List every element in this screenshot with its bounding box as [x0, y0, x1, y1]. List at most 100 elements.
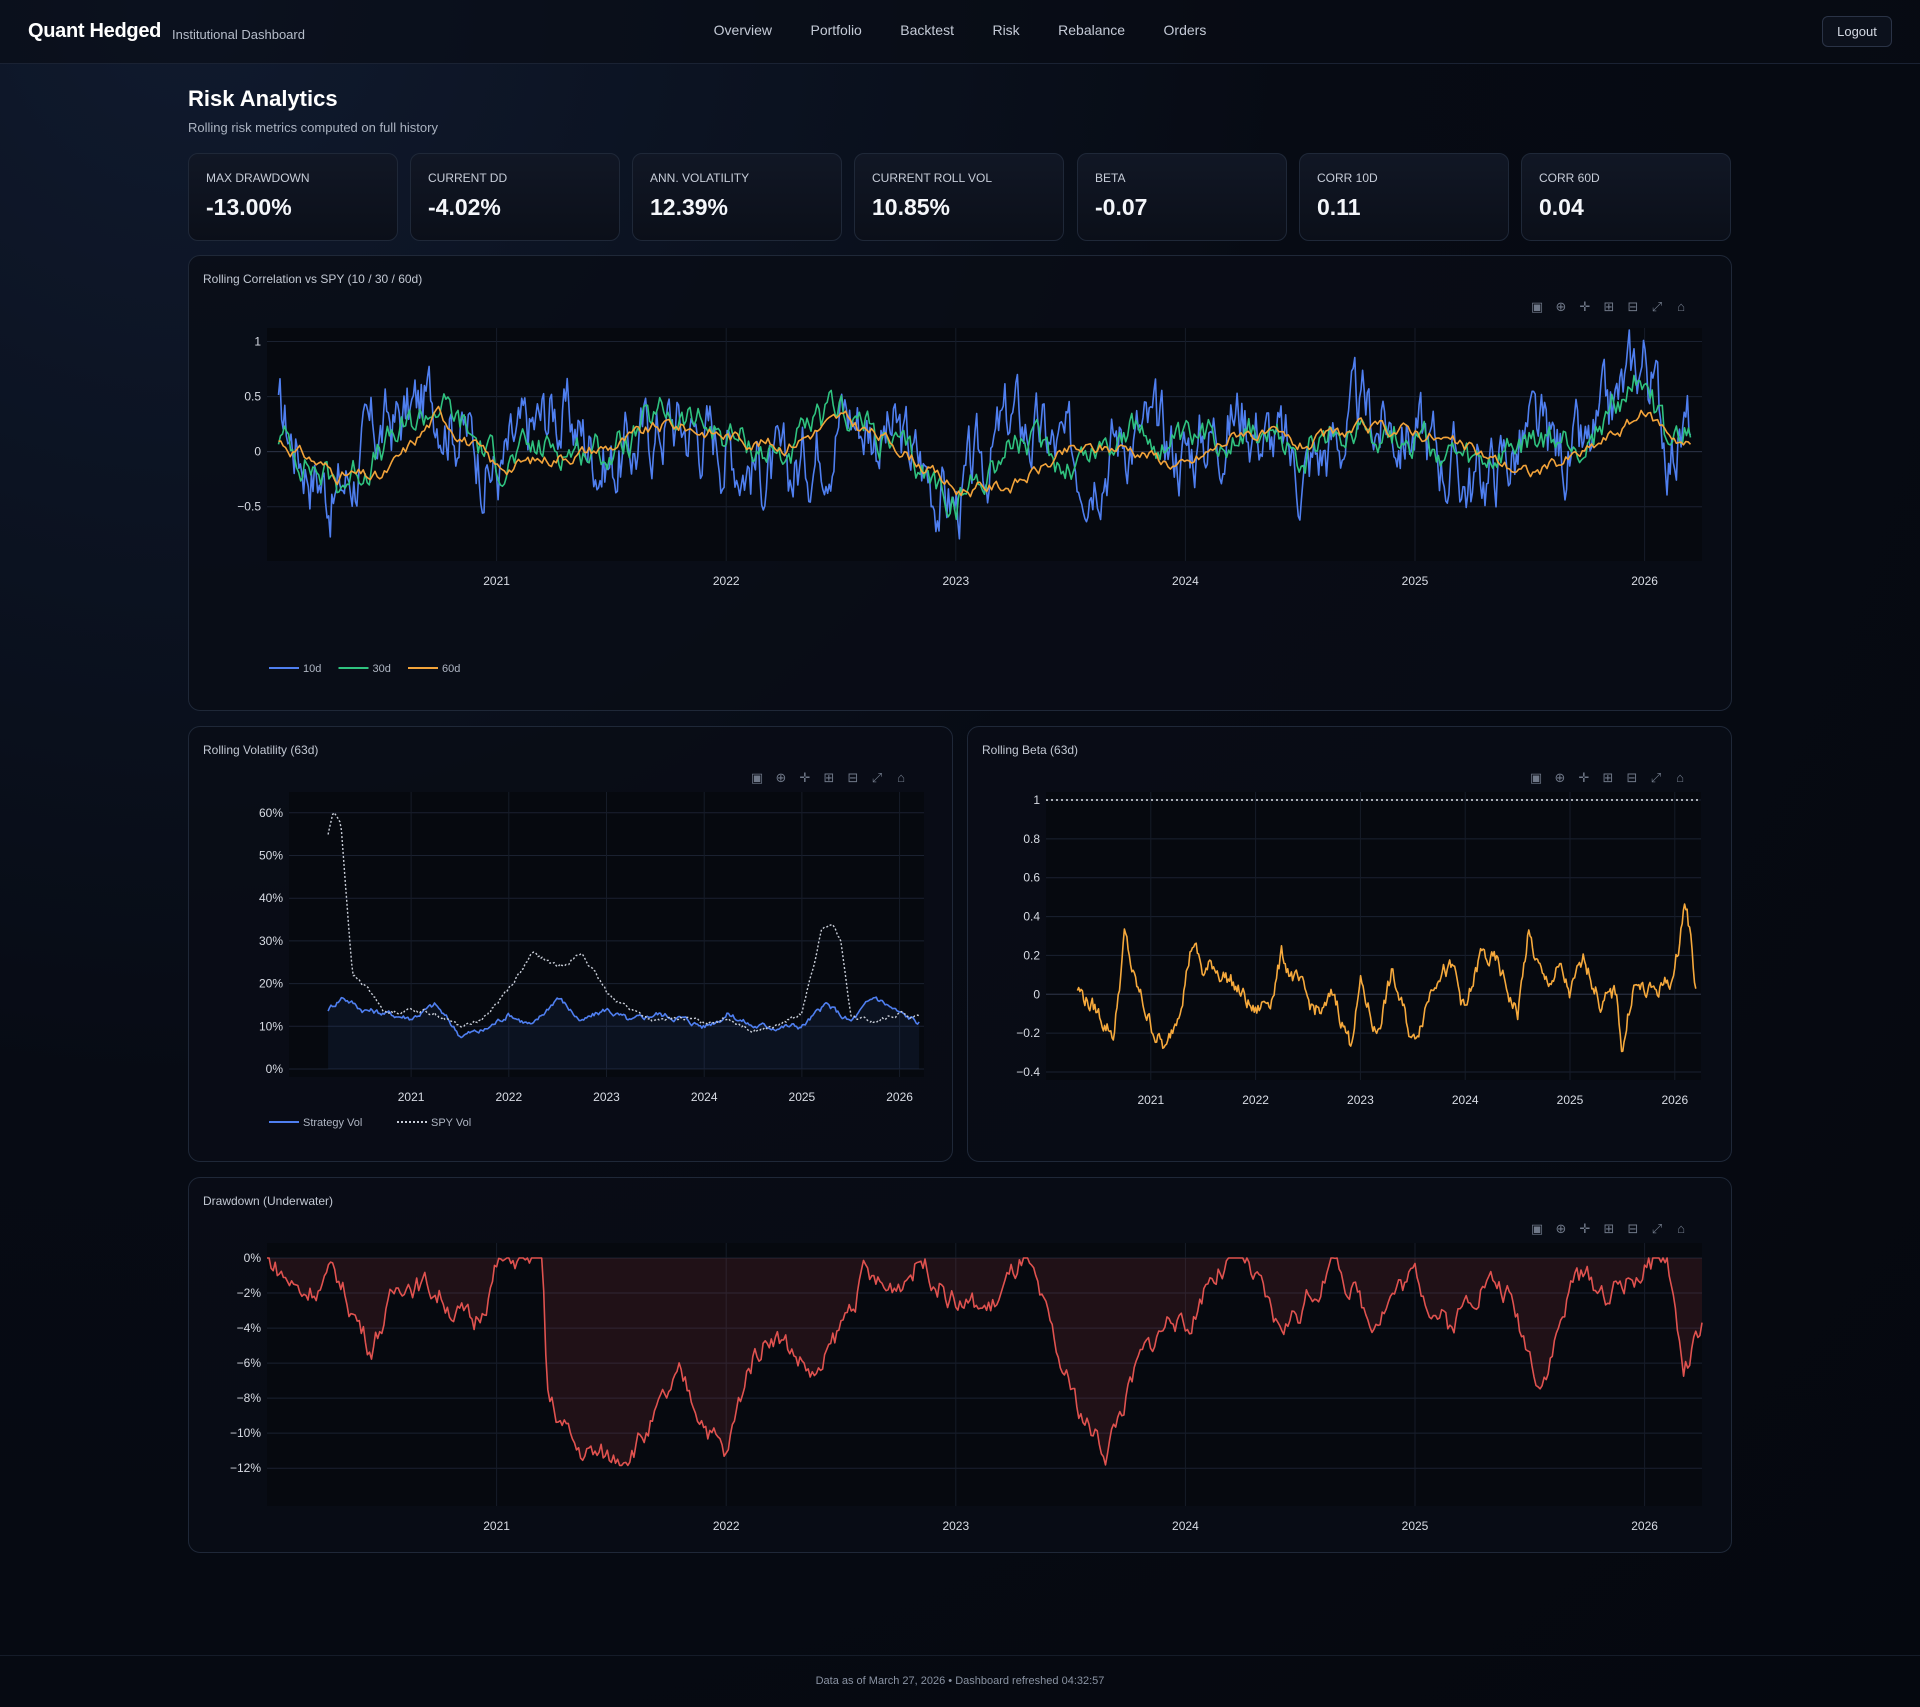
x-tick-label: 2022: [713, 1519, 740, 1533]
kpi-label: CORR 60D: [1539, 171, 1600, 185]
zoom-in-icon[interactable]: ⊞: [1603, 299, 1615, 314]
volatility-chart[interactable]: 60% 50% 40% 30% 20% 10% 0% 2021 2022 2023 2024 2025…: [189, 727, 954, 1163]
y-tick-label: 10%: [259, 1019, 283, 1033]
zoom-in-icon[interactable]: ⊞: [1603, 1221, 1615, 1236]
kpi-current-dd: CURRENT DD -4.02%: [410, 153, 620, 241]
zoom-in-icon[interactable]: ⊞: [1602, 770, 1614, 785]
kpi-value: -0.07: [1095, 194, 1148, 220]
series-line-beta: [1076, 903, 1697, 1053]
autoscale-icon[interactable]: ⤢: [1651, 299, 1663, 314]
pan-icon[interactable]: ✛: [1579, 1221, 1591, 1236]
y-tick-label: −0.5: [237, 500, 261, 514]
kpi-corr-10d: CORR 10D 0.11: [1299, 153, 1509, 241]
zoom-out-icon[interactable]: ⊟: [1627, 299, 1639, 314]
y-tick-label: −6%: [237, 1356, 262, 1370]
kpi-label: CURRENT DD: [428, 171, 508, 185]
x-tick-label: 2021: [483, 574, 510, 588]
vol-chart-card: Rolling Volatility (63d) ▣ ⊕ ✛ ⊞ ⊟ ⤢ ⌂ 60% 50% 4…: [188, 726, 953, 1162]
legend-label[interactable]: SPY Vol: [431, 1117, 471, 1129]
kpi-label: BETA: [1095, 171, 1126, 185]
y-tick-label: −8%: [237, 1391, 262, 1405]
home-icon[interactable]: ⌂: [897, 770, 905, 785]
y-tick-label: 60%: [259, 806, 283, 820]
x-tick-label: 2025: [789, 1090, 816, 1104]
autoscale-icon[interactable]: ⤢: [1651, 1221, 1663, 1236]
y-tick-label: 0: [254, 445, 261, 459]
kpi-value: -4.02%: [428, 194, 501, 220]
zoom-out-icon[interactable]: ⊟: [847, 770, 859, 785]
kpi-beta: BETA -0.07: [1077, 153, 1287, 241]
logout-button[interactable]: Logout: [1822, 16, 1892, 47]
nav-portfolio[interactable]: Portfolio: [810, 22, 862, 38]
zoom-icon[interactable]: ⊕: [1555, 299, 1567, 314]
y-tick-label: 0%: [266, 1062, 284, 1076]
series-line-strategy-vol: [327, 996, 920, 1039]
camera-icon[interactable]: ▣: [1529, 770, 1543, 785]
nav-orders[interactable]: Orders: [1163, 22, 1207, 38]
zoom-icon[interactable]: ⊕: [775, 770, 787, 785]
series-fill: [267, 1258, 1702, 1466]
zoom-out-icon[interactable]: ⊟: [1627, 1221, 1639, 1236]
series-line-60d: [278, 405, 1692, 498]
pan-icon[interactable]: ✛: [1579, 299, 1591, 314]
y-tick-label: −2%: [237, 1286, 262, 1300]
kpi-label: CORR 10D: [1317, 171, 1378, 185]
legend-label[interactable]: 60d: [442, 663, 460, 675]
camera-icon[interactable]: ▣: [1530, 299, 1544, 314]
kpi-label: CURRENT ROLL VOL: [872, 171, 993, 185]
legend-label[interactable]: 10d: [303, 663, 321, 675]
zoom-in-icon[interactable]: ⊞: [823, 770, 835, 785]
camera-icon[interactable]: ▣: [1530, 1221, 1544, 1236]
pan-icon[interactable]: ✛: [1578, 770, 1590, 785]
kpi-current-roll-vol: CURRENT ROLL VOL 10.85%: [854, 153, 1064, 241]
x-tick-label: 2024: [691, 1090, 718, 1104]
drawdown-chart[interactable]: 0% −2% −4% −6% −8% −10% −12% 2021 2022 2023 2024 20…: [189, 1178, 1733, 1554]
zoom-icon[interactable]: ⊕: [1555, 1221, 1567, 1236]
x-tick-label: 2026: [1631, 574, 1658, 588]
plot-area: [1046, 792, 1701, 1080]
kpi-value: -13.00%: [206, 194, 292, 220]
nav-risk[interactable]: Risk: [992, 22, 1020, 38]
kpi-max-drawdown: MAX DRAWDOWN -13.00%: [188, 153, 398, 241]
y-tick-label: 0.6: [1023, 871, 1040, 885]
y-tick-label: 0.5: [244, 390, 261, 404]
x-tick-label: 2026: [1631, 1519, 1658, 1533]
home-icon[interactable]: ⌂: [1676, 770, 1684, 785]
nav-overview[interactable]: Overview: [713, 22, 773, 38]
home-icon[interactable]: ⌂: [1677, 1221, 1685, 1236]
legend-label[interactable]: Strategy Vol: [303, 1117, 362, 1129]
beta-chart-card: Rolling Beta (63d) ▣ ⊕ ✛ ⊞ ⊟ ⤢ ⌂ 1 0.8 0.6 0.4 0.2…: [967, 726, 1732, 1162]
chart-title: Rolling Volatility (63d): [203, 743, 319, 757]
series-line-30d: [277, 374, 1692, 521]
brand-logo[interactable]: Quant Hedged: [28, 20, 162, 42]
zoom-out-icon[interactable]: ⊟: [1626, 770, 1638, 785]
x-tick-label: 2026: [886, 1090, 913, 1104]
nav-backtest[interactable]: Backtest: [900, 22, 954, 38]
nav-rebalance[interactable]: Rebalance: [1058, 22, 1126, 38]
chart-title: Rolling Correlation vs SPY (10 / 30 / 60…: [203, 272, 423, 286]
corr-chart-card: Rolling Correlation vs SPY (10 / 30 / 60…: [188, 255, 1732, 711]
chart-modebar: ▣ ⊕ ✛ ⊞ ⊟ ⤢ ⌂: [1526, 297, 1694, 317]
y-tick-label: −0.2: [1016, 1026, 1040, 1040]
series-fill: [328, 997, 920, 1069]
series-line-spy-vol: [327, 812, 920, 1033]
y-tick-label: −4%: [237, 1321, 262, 1335]
kpi-label: MAX DRAWDOWN: [206, 171, 310, 185]
plot-area: [267, 328, 1702, 561]
home-icon[interactable]: ⌂: [1677, 299, 1685, 314]
pan-icon[interactable]: ✛: [799, 770, 811, 785]
autoscale-icon[interactable]: ⤢: [1650, 770, 1662, 785]
kpi-value: 10.85%: [872, 194, 951, 220]
camera-icon[interactable]: ▣: [750, 770, 764, 785]
x-tick-label: 2024: [1172, 1519, 1199, 1533]
zoom-icon[interactable]: ⊕: [1554, 770, 1566, 785]
y-tick-label: 20%: [259, 977, 283, 991]
legend-label[interactable]: 30d: [373, 663, 391, 675]
correlation-chart[interactable]: 1 0.5 0 −0.5 2021 2022 2023 2024 2025 2026 10d 30d 6…: [189, 256, 1733, 712]
y-tick-label: 0.2: [1023, 948, 1040, 962]
x-tick-label: 2021: [398, 1090, 425, 1104]
beta-chart[interactable]: 1 0.8 0.6 0.4 0.2 0 −0.2 −0.4 2021 2022 2023 2024 20…: [968, 727, 1733, 1163]
autoscale-icon[interactable]: ⤢: [871, 770, 883, 785]
x-tick-label: 2025: [1402, 1519, 1429, 1533]
kpi-value: 12.39%: [650, 194, 729, 220]
